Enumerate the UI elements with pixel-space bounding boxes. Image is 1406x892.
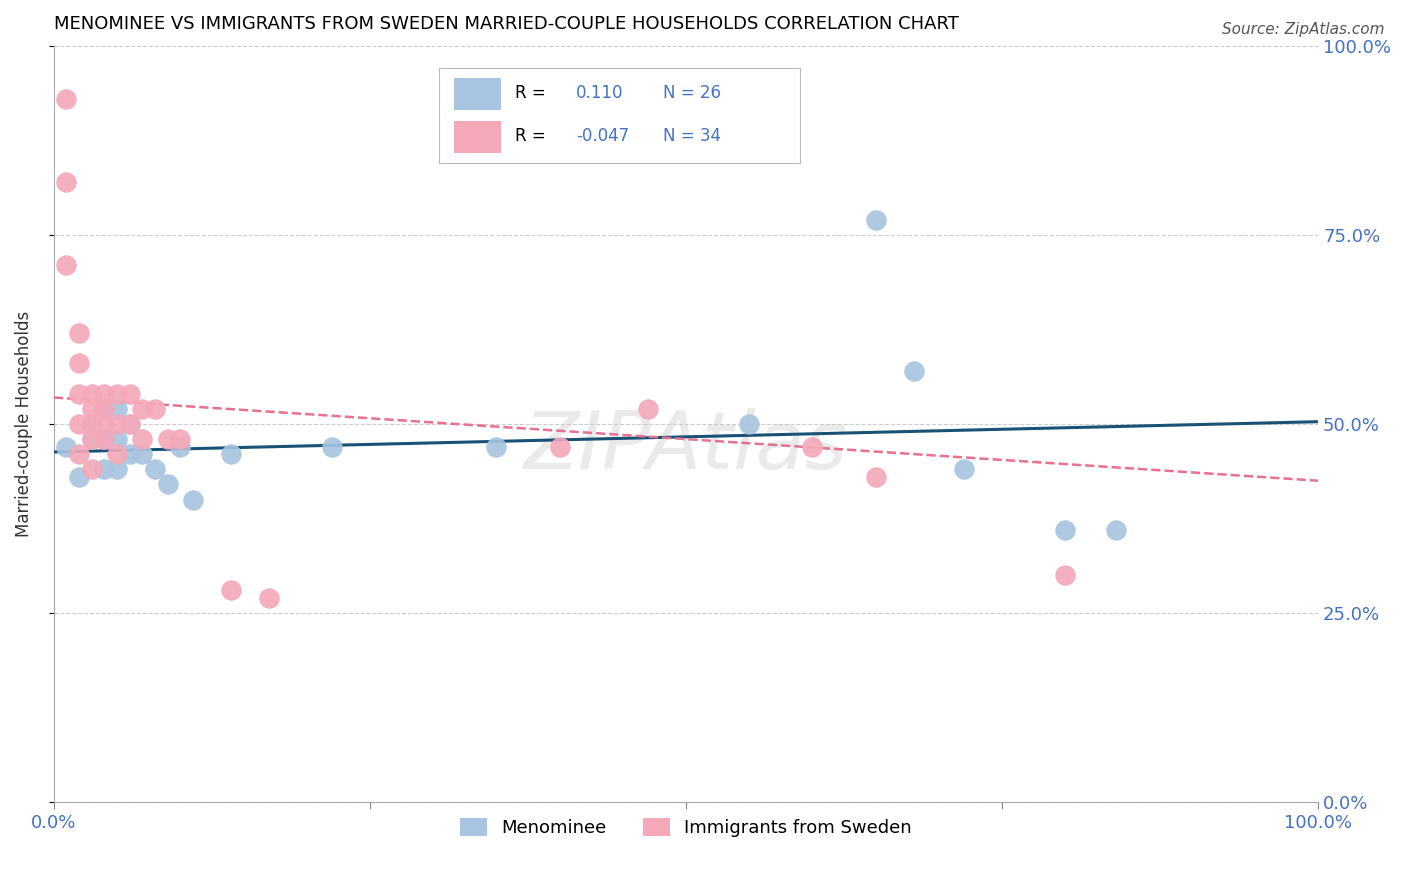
Point <box>219 447 242 461</box>
Point <box>321 440 343 454</box>
Point <box>143 462 166 476</box>
Point <box>80 462 103 476</box>
Point <box>738 417 761 431</box>
Point <box>105 386 128 401</box>
Point <box>80 417 103 431</box>
Point <box>257 591 280 605</box>
Point <box>118 417 141 431</box>
Text: ZIPAtlas: ZIPAtlas <box>524 408 848 485</box>
Point <box>953 462 976 476</box>
Point <box>67 326 90 341</box>
Point <box>105 447 128 461</box>
Point <box>903 364 925 378</box>
Point <box>219 583 242 598</box>
Point <box>55 258 77 272</box>
Point <box>67 356 90 370</box>
Point <box>80 432 103 446</box>
Point <box>80 417 103 431</box>
Point <box>93 401 115 416</box>
Point <box>865 470 887 484</box>
Point <box>80 401 103 416</box>
Point <box>485 440 508 454</box>
Text: MENOMINEE VS IMMIGRANTS FROM SWEDEN MARRIED-COUPLE HOUSEHOLDS CORRELATION CHART: MENOMINEE VS IMMIGRANTS FROM SWEDEN MARR… <box>53 15 959 33</box>
Point <box>1054 523 1077 537</box>
Legend: Menominee, Immigrants from Sweden: Menominee, Immigrants from Sweden <box>451 809 921 847</box>
Point <box>156 477 179 491</box>
Point <box>118 386 141 401</box>
Point <box>55 440 77 454</box>
Point <box>80 386 103 401</box>
Point <box>131 447 153 461</box>
Point <box>118 447 141 461</box>
Point <box>105 417 128 431</box>
Point <box>67 470 90 484</box>
Point <box>105 432 128 446</box>
Point <box>143 401 166 416</box>
Point <box>131 432 153 446</box>
Point <box>169 440 191 454</box>
Point <box>637 401 659 416</box>
Point <box>865 212 887 227</box>
Point <box>105 462 128 476</box>
Point <box>55 92 77 106</box>
Point <box>93 417 115 431</box>
Point <box>67 447 90 461</box>
Point <box>67 386 90 401</box>
Point <box>93 401 115 416</box>
Point <box>1105 523 1128 537</box>
Point <box>1054 568 1077 582</box>
Point <box>55 175 77 189</box>
Point <box>169 432 191 446</box>
Point <box>67 417 90 431</box>
Y-axis label: Married-couple Households: Married-couple Households <box>15 310 32 537</box>
Point <box>118 417 141 431</box>
Point <box>93 432 115 446</box>
Point <box>131 401 153 416</box>
Point <box>93 386 115 401</box>
Point <box>181 492 204 507</box>
Point <box>801 440 824 454</box>
Point <box>80 432 103 446</box>
Point <box>105 401 128 416</box>
Point <box>93 462 115 476</box>
Point <box>93 432 115 446</box>
Point <box>548 440 571 454</box>
Point <box>156 432 179 446</box>
Text: Source: ZipAtlas.com: Source: ZipAtlas.com <box>1222 22 1385 37</box>
